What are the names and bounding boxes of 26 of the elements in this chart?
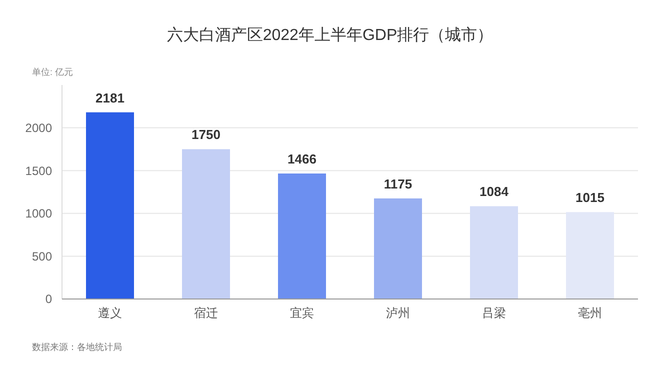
y-tick-label: 0 [45, 292, 52, 306]
bar [278, 174, 326, 299]
bar [470, 206, 518, 299]
x-tick-label: 遵义 [98, 306, 122, 320]
bar [182, 149, 230, 299]
data-label: 1750 [192, 127, 220, 142]
x-tick-label: 亳州 [578, 306, 602, 320]
y-tick-label: 1000 [25, 206, 52, 221]
data-label: 1084 [480, 184, 510, 200]
x-tick-label: 吕梁 [482, 306, 506, 320]
x-tick-label: 宜宾 [290, 306, 314, 320]
data-label: 2181 [96, 90, 124, 106]
data-label: 1175 [384, 176, 412, 192]
y-tick-label: 1500 [25, 164, 52, 178]
data-label: 1015 [576, 190, 604, 206]
bar [374, 198, 422, 299]
x-tick-label: 泸州 [386, 306, 410, 320]
bar [566, 212, 614, 299]
y-tick-label: 500 [32, 249, 52, 264]
chart-title: 六大白酒产区2022年上半年GDP排行（城市） [166, 26, 494, 44]
x-tick-label: 宿迁 [194, 306, 218, 320]
y-tick-label: 2000 [25, 121, 52, 135]
source-note: 数据来源：各地统计局 [32, 342, 122, 352]
chart-subtitle: 单位: 亿元 [32, 67, 74, 77]
data-label: 1466 [288, 152, 316, 167]
bar [86, 112, 134, 299]
